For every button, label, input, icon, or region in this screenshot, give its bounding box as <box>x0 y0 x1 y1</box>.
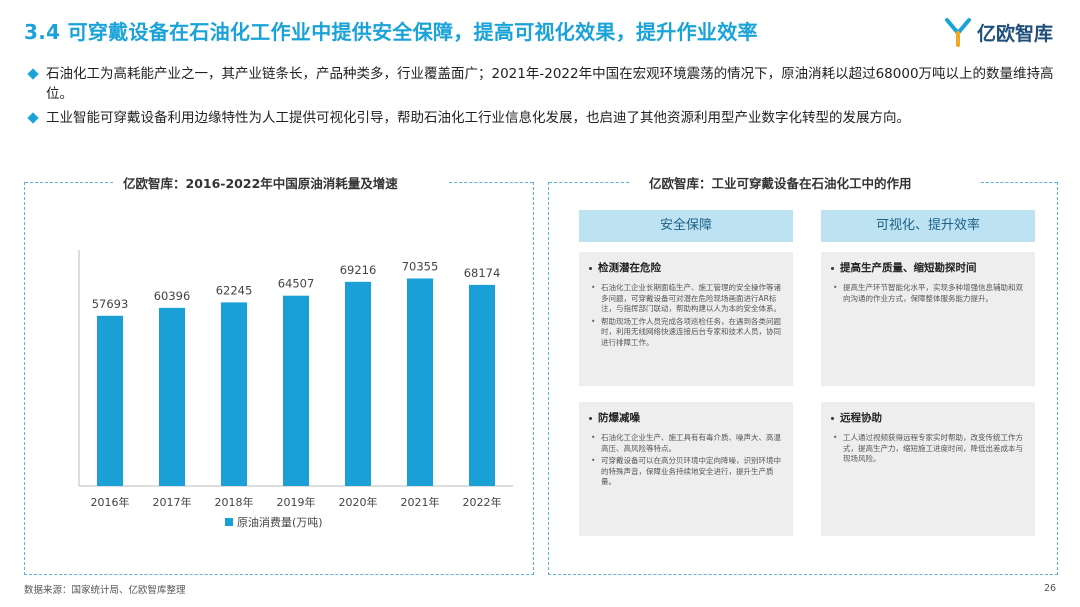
intro-bullets: 石油化工为高耗能产业之一，其产业链条长，产品种类多，行业覆盖面广；2021年-2… <box>27 64 1058 132</box>
card-item: 工人通过视频获得远程专家实时帮助，改变传统工作方式，提高生产力，缩短施工进度时间… <box>831 433 1025 465</box>
diamond-icon <box>27 68 39 80</box>
panel-border <box>981 182 1057 183</box>
bar <box>283 295 309 486</box>
bullet-dot-icon <box>831 266 834 270</box>
logo-icon <box>945 18 971 47</box>
source-note: 数据来源：国家统计局、亿欧智库整理 <box>24 585 186 596</box>
data-label: 69216 <box>340 263 377 277</box>
data-label: 68174 <box>464 266 501 280</box>
x-tick-label: 2021年 <box>401 495 440 509</box>
panel-border <box>25 182 113 183</box>
bar <box>469 284 495 486</box>
brand-logo: 亿欧智库 <box>945 15 1053 49</box>
bar <box>97 315 123 486</box>
bullet-dot-icon <box>589 266 592 270</box>
bullet-text: 石油化工为高耗能产业之一，其产业链条长，产品种类多，行业覆盖面广；2021年-2… <box>46 66 1054 102</box>
logo-text: 亿欧智库 <box>977 22 1054 45</box>
diamond-icon <box>27 112 39 124</box>
legend-label: 原油消费量(万吨) <box>237 515 323 529</box>
bullet-text: 工业智能可穿戴设备利用边缘特性为人工提供可视化引导，帮助石油化工行业信息化发展，… <box>46 110 910 126</box>
x-tick-label: 2017年 <box>153 495 192 509</box>
column-header-efficiency: 可视化、提升效率 <box>821 210 1035 242</box>
data-label: 64507 <box>278 277 315 291</box>
card-title: 提高生产质量、缩短勘探时间 <box>831 260 1025 275</box>
bar <box>159 307 185 486</box>
chart-panel: 亿欧智库：2016-2022年中国原油消耗量及增速 57693 2016年 6039… <box>24 173 534 575</box>
card-item: 可穿戴设备可以在高分贝环境中定向降噪，识别环境中的特殊声音，保障业务持续地安全进… <box>589 456 783 488</box>
data-label: 62245 <box>216 283 253 297</box>
bar <box>345 281 371 486</box>
x-tick-label: 2019年 <box>277 495 316 509</box>
panel-border <box>549 182 629 183</box>
bar-chart: 57693 2016年 60396 2017年 62245 2018年 64507 2019年… <box>78 250 513 529</box>
card-item: 提高生产环节智能化水平，实现多种增强信息辅助和双向沟通的作业方式，保障整体服务能… <box>831 283 1025 304</box>
card-remote-assist: 远程协助 工人通过视频获得远程专家实时帮助，改变传统工作方式，提高生产力，缩短施… <box>821 402 1035 536</box>
card-explosion-noise: 防爆减噪 石油化工企业生产、施工具有有毒介质、噪声大、高温高压、高风险等特点。 … <box>579 402 793 536</box>
card-item: 石油化工企业长期面临生产、施工管理的安全操作等诸多问题，可穿戴设备可对潜在危险现… <box>589 283 783 315</box>
card-detect-hazard: 检测潜在危险 石油化工企业长期面临生产、施工管理的安全操作等诸多问题，可穿戴设备… <box>579 252 793 386</box>
card-title: 远程协助 <box>831 410 1025 425</box>
x-tick-label: 2018年 <box>215 495 254 509</box>
page-title: 3.4 可穿戴设备在石油化工作业中提供安全保障，提高可视化效果，提升作业效率 <box>24 20 758 44</box>
legend-swatch <box>225 518 233 526</box>
card-title: 检测潜在危险 <box>589 260 783 275</box>
data-label: 57693 <box>92 297 129 311</box>
bar <box>221 302 247 486</box>
x-tick-label: 2022年 <box>463 495 502 509</box>
panel-border <box>449 182 533 183</box>
roles-panel-title: 亿欧智库：工业可穿戴设备在石油化工中的作用 <box>641 173 920 192</box>
x-tick-label: 2016年 <box>91 495 130 509</box>
bullet-dot-icon <box>831 416 834 420</box>
chart-panel-title: 亿欧智库：2016-2022年中国原油消耗量及增速 <box>115 173 406 192</box>
card-quality-exploration: 提高生产质量、缩短勘探时间 提高生产环节智能化水平，实现多种增强信息辅助和双向沟… <box>821 252 1035 386</box>
card-title: 防爆减噪 <box>589 410 783 425</box>
card-item: 石油化工企业生产、施工具有有毒介质、噪声大、高温高压、高风险等特点。 <box>589 433 783 454</box>
bullet-item: 石油化工为高耗能产业之一，其产业链条长，产品种类多，行业覆盖面广；2021年-2… <box>27 64 1058 104</box>
bullet-dot-icon <box>589 416 592 420</box>
page-number: 26 <box>1044 583 1057 594</box>
card-item: 帮助现场工作人员完成各项巡检任务，在遇到各类问题时，利用无线网络快速连接后台专家… <box>589 317 783 349</box>
data-label: 60396 <box>154 289 191 303</box>
column-header-safety: 安全保障 <box>579 210 793 242</box>
data-label: 70355 <box>402 259 439 273</box>
bar <box>407 278 433 486</box>
x-tick-label: 2020年 <box>339 495 378 509</box>
roles-panel: 亿欧智库：工业可穿戴设备在石油化工中的作用 安全保障 可视化、提升效率 检测潜在… <box>548 173 1058 575</box>
bullet-item: 工业智能可穿戴设备利用边缘特性为人工提供可视化引导，帮助石油化工行业信息化发展，… <box>27 108 1058 128</box>
